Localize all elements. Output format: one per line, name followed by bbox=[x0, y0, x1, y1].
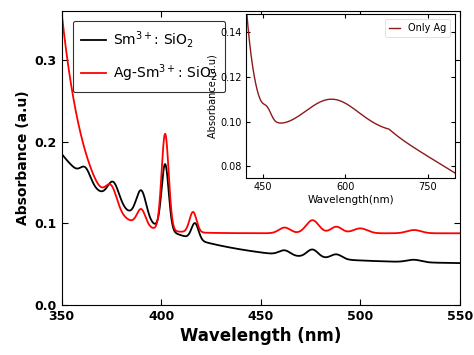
Only Ag bbox=[426, 154, 431, 159]
Sm$^{3+}$: SiO$_2$: (546, 0.0517): SiO$_2$: (546, 0.0517) bbox=[449, 261, 455, 265]
Only Ag bbox=[244, 7, 249, 12]
Only Ag bbox=[267, 110, 273, 114]
Ag-Sm$^{3+}$: SiO$_2$: (435, 0.0882): SiO$_2$: (435, 0.0882) bbox=[229, 231, 235, 235]
Ag-Sm$^{3+}$: SiO$_2$: (546, 0.088): SiO$_2$: (546, 0.088) bbox=[449, 231, 455, 235]
Only Ag bbox=[452, 171, 458, 175]
Legend: Sm$^{3+}$: SiO$_2$, Ag-Sm$^{3+}$: SiO$_2$: Sm$^{3+}$: SiO$_2$, Ag-Sm$^{3+}$: SiO$_2… bbox=[73, 21, 226, 92]
Sm$^{3+}$: SiO$_2$: (385, 0.116): SiO$_2$: (385, 0.116) bbox=[128, 208, 134, 212]
Ag-Sm$^{3+}$: SiO$_2$: (350, 0.358): SiO$_2$: (350, 0.358) bbox=[59, 10, 64, 15]
Ag-Sm$^{3+}$: SiO$_2$: (427, 0.0885): SiO$_2$: (427, 0.0885) bbox=[211, 231, 217, 235]
Y-axis label: Absorbance (a.u): Absorbance (a.u) bbox=[207, 54, 218, 138]
Ag-Sm$^{3+}$: SiO$_2$: (385, 0.104): SiO$_2$: (385, 0.104) bbox=[128, 218, 134, 222]
Only Ag bbox=[324, 98, 329, 102]
Sm$^{3+}$: SiO$_2$: (350, 0.185): SiO$_2$: (350, 0.185) bbox=[59, 152, 64, 156]
Ag-Sm$^{3+}$: SiO$_2$: (525, 0.0911): SiO$_2$: (525, 0.0911) bbox=[406, 229, 412, 233]
Y-axis label: Absorbance (a.u): Absorbance (a.u) bbox=[16, 91, 30, 225]
Ag-Sm$^{3+}$: SiO$_2$: (550, 0.088): SiO$_2$: (550, 0.088) bbox=[457, 231, 463, 235]
X-axis label: Wavelength(nm): Wavelength(nm) bbox=[308, 195, 394, 205]
Line: Ag-Sm$^{3+}$: SiO$_2$: Ag-Sm$^{3+}$: SiO$_2$ bbox=[62, 12, 460, 233]
Sm$^{3+}$: SiO$_2$: (427, 0.0746): SiO$_2$: (427, 0.0746) bbox=[211, 242, 217, 246]
Only Ag bbox=[280, 121, 285, 125]
Sm$^{3+}$: SiO$_2$: (373, 0.145): SiO$_2$: (373, 0.145) bbox=[104, 185, 110, 189]
Sm$^{3+}$: SiO$_2$: (435, 0.0703): SiO$_2$: (435, 0.0703) bbox=[229, 246, 235, 250]
Legend: Only Ag: Only Ag bbox=[385, 19, 450, 37]
Ag-Sm$^{3+}$: SiO$_2$: (373, 0.147): SiO$_2$: (373, 0.147) bbox=[104, 183, 110, 187]
X-axis label: Wavelength (nm): Wavelength (nm) bbox=[180, 327, 341, 345]
Sm$^{3+}$: SiO$_2$: (525, 0.0551): SiO$_2$: (525, 0.0551) bbox=[406, 258, 412, 262]
Sm$^{3+}$: SiO$_2$: (550, 0.0516): SiO$_2$: (550, 0.0516) bbox=[457, 261, 463, 265]
Line: Sm$^{3+}$: SiO$_2$: Sm$^{3+}$: SiO$_2$ bbox=[62, 154, 460, 263]
Only Ag bbox=[333, 97, 338, 102]
Only Ag bbox=[448, 168, 454, 173]
Line: Only Ag: Only Ag bbox=[246, 10, 455, 173]
